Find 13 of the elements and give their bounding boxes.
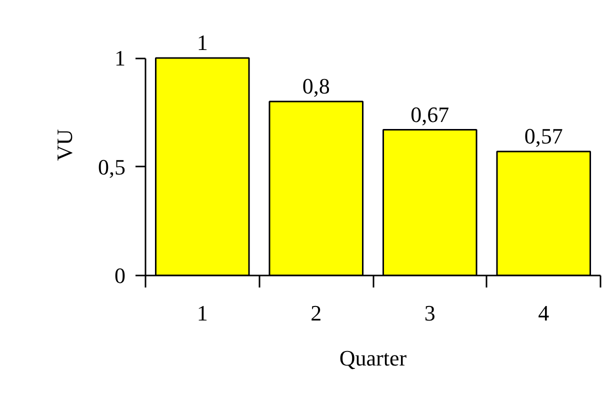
y-tick-label: 1 <box>114 46 126 70</box>
data-label: 1 <box>196 30 208 55</box>
x-tick-label: 1 <box>196 300 208 326</box>
y-tick-label: 0,5 <box>98 154 126 180</box>
data-label: 0,67 <box>410 102 450 127</box>
data-label: 0,57 <box>524 124 563 149</box>
x-tick-label: 3 <box>424 300 436 326</box>
x-tick-label: 4 <box>538 300 550 326</box>
x-tick-label: 2 <box>310 300 322 326</box>
data-label: 0,8 <box>302 74 330 98</box>
y-tick-label: 0 <box>114 263 126 288</box>
y-axis-title: VU <box>52 129 77 161</box>
x-axis-title: Quarter <box>339 346 408 370</box>
